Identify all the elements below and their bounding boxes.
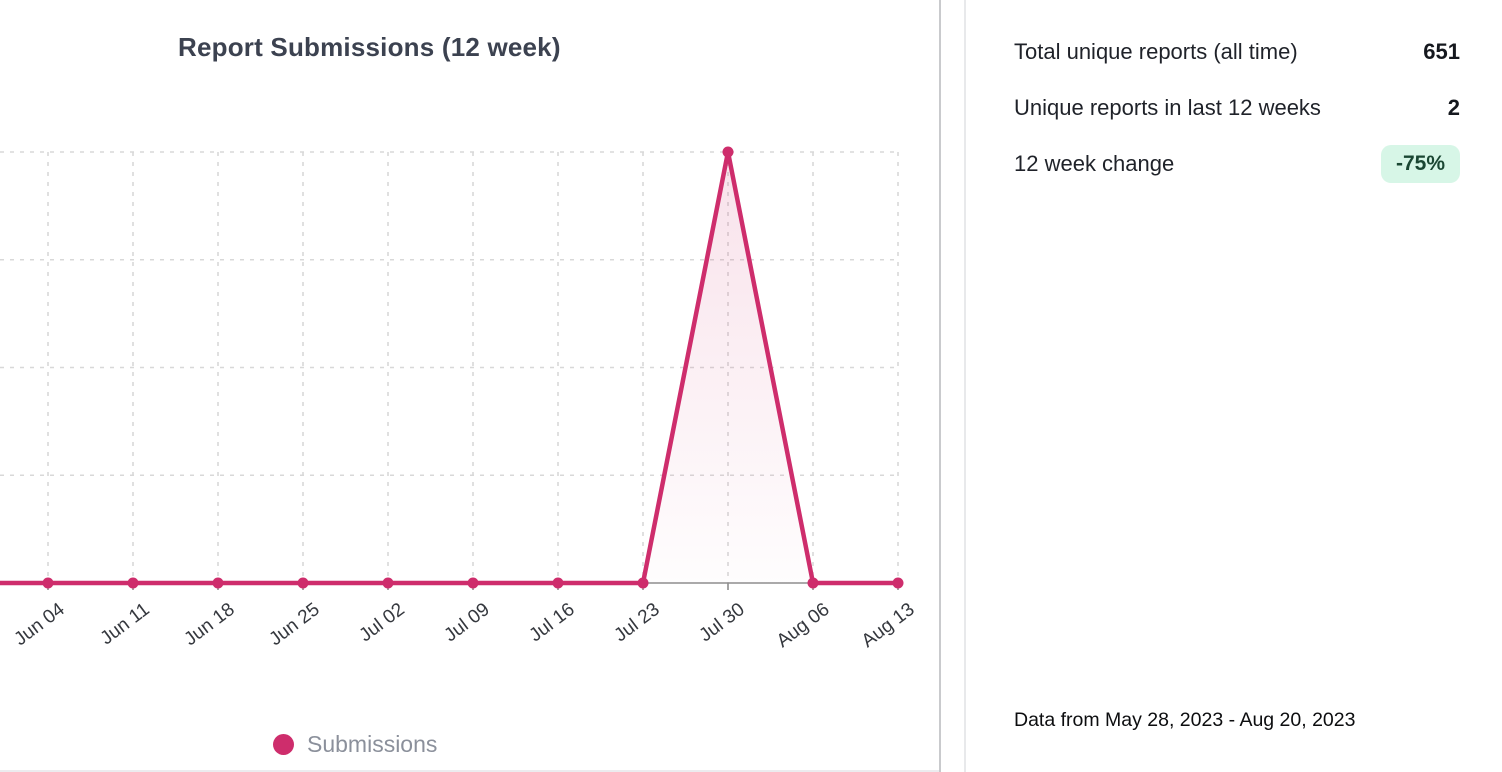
legend-item-submissions[interactable]: Submissions	[273, 731, 437, 758]
stat-value-total-unique-reports: 651	[1423, 39, 1460, 64]
date-range-note: Data from May 28, 2023 - Aug 20, 2023	[1014, 709, 1356, 731]
submissions-line-chart	[0, 146, 904, 590]
stats-rows: Total unique reports (all time) 651 Uniq…	[1014, 24, 1460, 192]
chart-title: Report Submissions (12 week)	[178, 32, 561, 62]
stat-row-unique-reports-12-weeks: Unique reports in last 12 weeks 2	[1014, 80, 1460, 136]
vertical-divider-chart-edge	[939, 0, 941, 772]
chart-card: Report Submissions (12 week) Jun 04 Jun 1…	[0, 32, 940, 772]
vertical-divider-panel-edge	[964, 0, 966, 772]
stat-label-unique-reports-12-weeks: Unique reports in last 12 weeks	[1014, 95, 1321, 120]
stat-value-unique-reports-12-weeks: 2	[1447, 95, 1460, 120]
submissions-series-dot-icon	[273, 734, 294, 755]
change-percent-badge: -75%	[1380, 145, 1460, 183]
stat-label-total-unique-reports: Total unique reports (all time)	[1014, 39, 1298, 64]
stat-row-total-unique-reports: Total unique reports (all time) 651	[1014, 24, 1460, 80]
stat-row-12-week-change: 12 week change -75%	[1014, 136, 1460, 192]
legend-label: Submissions	[307, 731, 438, 757]
stat-label-12-week-change: 12 week change	[1014, 151, 1175, 176]
stats-panel: Total unique reports (all time) 651 Uniq…	[966, 0, 1502, 772]
